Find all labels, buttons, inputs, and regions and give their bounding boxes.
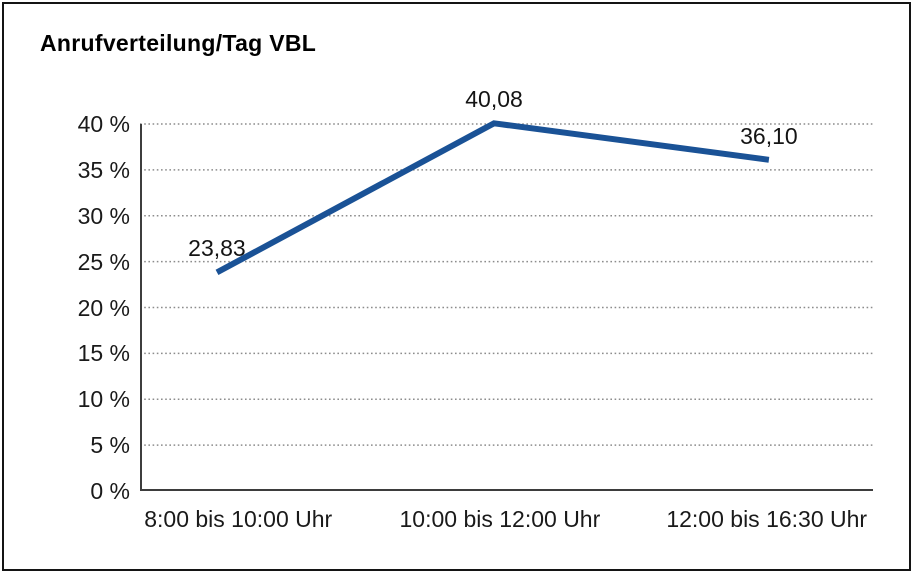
x-category-label: 12:00 bis 16:30 Uhr — [666, 506, 868, 532]
y-tick-label: 10 % — [77, 386, 130, 413]
y-tick-label: 30 % — [77, 202, 130, 229]
series-line — [215, 120, 770, 276]
chart-title: Anrufverteilung/Tag VBL — [40, 30, 317, 56]
data-point-label: 23,83 — [188, 235, 246, 262]
x-category-label: 8:00 bis 10:00 Uhr — [144, 506, 333, 532]
y-tick-label: 0 % — [90, 478, 130, 504]
plot-area — [140, 120, 873, 491]
data-point-label: 36,10 — [740, 122, 798, 149]
y-tick-label: 15 % — [77, 340, 130, 367]
y-tick-label: 40 % — [77, 111, 130, 137]
y-tick-label: 5 % — [90, 432, 130, 459]
y-tick-label: 25 % — [77, 248, 130, 275]
y-tick-label: 20 % — [77, 294, 130, 321]
x-category-label: 10:00 bis 12:00 Uhr — [399, 506, 601, 532]
y-tick-label: 35 % — [77, 156, 130, 183]
data-point-label: 40,08 — [465, 86, 523, 113]
